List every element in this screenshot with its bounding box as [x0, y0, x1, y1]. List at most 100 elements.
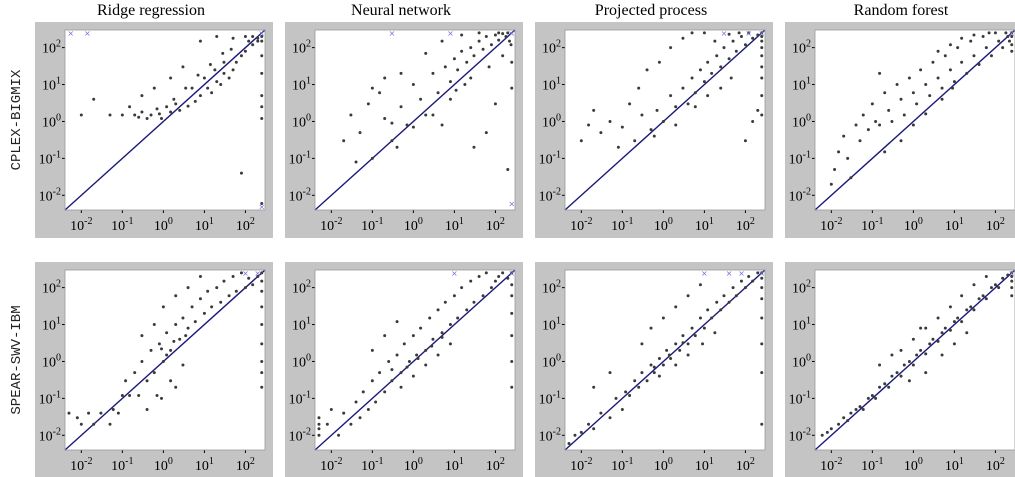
data-point — [260, 271, 264, 275]
data-point — [760, 46, 764, 50]
data-point — [719, 65, 723, 69]
data-point — [681, 86, 685, 90]
data-point — [661, 119, 665, 123]
data-point — [734, 49, 738, 53]
data-point — [686, 102, 690, 106]
tick-base: 10 — [570, 459, 584, 474]
data-point — [965, 331, 969, 335]
data-point — [751, 36, 755, 40]
tick-base: 10 — [42, 355, 56, 370]
data-point — [460, 286, 464, 290]
x-tick-label: 100 — [654, 216, 673, 234]
data-point — [489, 286, 493, 290]
data-point — [137, 115, 141, 119]
data-point — [506, 31, 510, 35]
data-point — [649, 128, 653, 132]
tick-exponent: -2 — [803, 426, 811, 437]
data-point — [760, 342, 764, 346]
data-point — [760, 76, 764, 80]
data-point — [174, 385, 178, 389]
data-point — [243, 35, 247, 39]
x-tick-label: 101 — [945, 216, 964, 234]
data-point — [608, 119, 612, 123]
data-point — [370, 348, 374, 352]
data-point — [239, 271, 243, 275]
tick-base: 10 — [292, 115, 306, 130]
data-point — [169, 379, 173, 383]
x-tick-label: 10-2 — [820, 456, 842, 474]
x-tick-label: 100 — [154, 456, 173, 474]
data-point — [140, 334, 144, 338]
tick-exponent: -2 — [834, 456, 842, 467]
data-point — [87, 411, 91, 415]
data-point — [440, 331, 444, 335]
data-point — [128, 105, 132, 109]
data-point — [247, 276, 251, 280]
data-point — [184, 86, 188, 90]
tick-exponent: -1 — [375, 216, 383, 227]
data-point — [174, 294, 178, 298]
tick-base: 10 — [542, 79, 556, 94]
data-point — [92, 97, 96, 101]
data-point — [640, 371, 644, 375]
data-point — [111, 407, 115, 411]
data-point — [760, 54, 764, 58]
data-point — [760, 65, 764, 69]
tick-exponent: 1 — [459, 456, 464, 467]
data-point — [587, 422, 591, 426]
data-point — [883, 382, 887, 386]
data-point — [608, 371, 612, 375]
tick-base: 10 — [861, 459, 875, 474]
data-point — [161, 359, 165, 363]
data-point — [874, 396, 878, 400]
data-point — [846, 419, 850, 423]
tick-base: 10 — [945, 459, 959, 474]
data-point — [407, 359, 411, 363]
data-point — [729, 76, 733, 80]
data-point — [75, 416, 79, 420]
data-point — [465, 308, 469, 312]
tick-base: 10 — [542, 282, 556, 297]
tick-exponent: 2 — [556, 279, 561, 290]
data-point — [99, 411, 103, 415]
data-point — [358, 131, 362, 135]
data-point — [760, 316, 764, 320]
data-point — [234, 289, 238, 293]
x-tick-label: 100 — [404, 216, 423, 234]
data-point — [866, 128, 870, 132]
data-point — [624, 390, 628, 394]
data-point — [693, 91, 697, 95]
tick-exponent: -2 — [84, 216, 92, 227]
tick-exponent: 0 — [806, 352, 811, 363]
x-tick-label: 101 — [945, 456, 964, 474]
data-point — [907, 76, 911, 80]
tick-exponent: -1 — [303, 149, 311, 160]
data-point — [456, 316, 460, 320]
y-tick-label: 102 — [292, 279, 311, 297]
x-tick-label: 10-2 — [320, 456, 342, 474]
data-point — [419, 97, 423, 101]
data-point — [854, 123, 858, 127]
data-point — [915, 102, 919, 106]
data-point — [260, 279, 264, 283]
tick-base: 10 — [42, 42, 56, 57]
diagonal-line — [314, 29, 516, 211]
tick-base: 10 — [195, 459, 209, 474]
data-point — [181, 363, 185, 367]
tick-exponent: -1 — [625, 456, 633, 467]
data-point — [443, 300, 447, 304]
data-point — [924, 326, 928, 330]
data-point — [993, 31, 997, 35]
data-point — [956, 316, 960, 320]
data-point — [592, 427, 596, 431]
data-point — [440, 335, 444, 339]
data-point — [390, 379, 394, 383]
data-point — [383, 117, 387, 121]
y-tick-label: 10-1 — [39, 149, 61, 167]
data-point — [469, 279, 473, 283]
tick-exponent: 0 — [56, 352, 61, 363]
data-point — [430, 344, 434, 348]
tick-base: 10 — [611, 219, 625, 234]
outlier-cross: × — [67, 29, 74, 38]
